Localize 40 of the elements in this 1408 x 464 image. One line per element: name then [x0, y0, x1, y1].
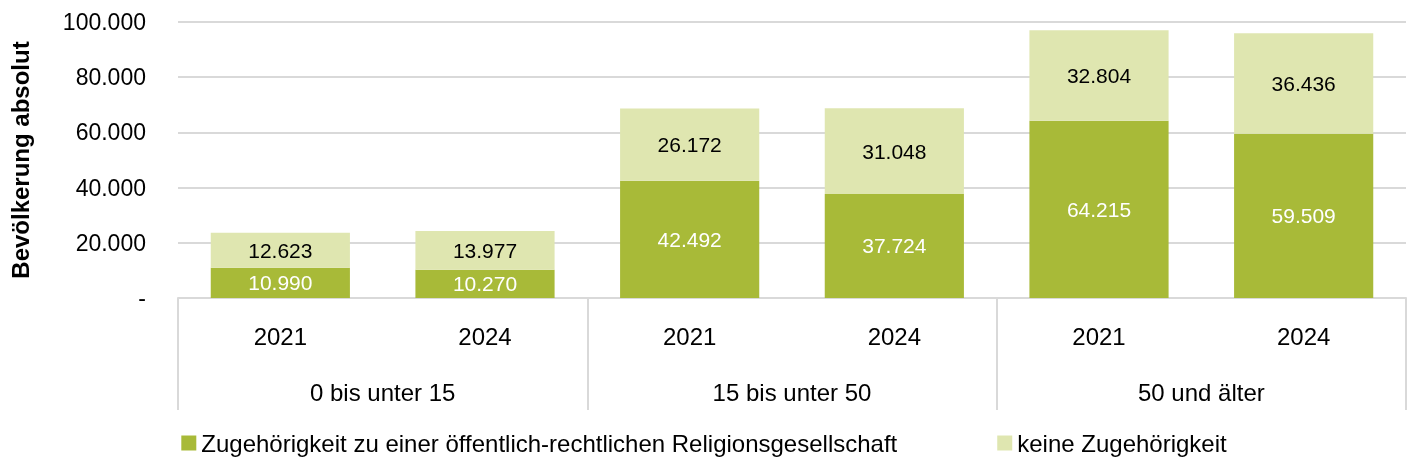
y-tick-label: 60.000	[75, 119, 146, 146]
bar	[1234, 133, 1374, 298]
legend-label: keine Zugehörigkeit	[1017, 429, 1228, 457]
x-tick-label: 2024	[867, 322, 922, 350]
bar	[415, 231, 555, 270]
y-axis-title: Bevölkerung absolut	[6, 41, 34, 279]
text: 15 bis unter 50	[712, 378, 872, 406]
x-tick-label: 2021	[1072, 322, 1126, 350]
y-tick-label: 80.000	[75, 64, 146, 91]
x-tick-label: 2024	[458, 322, 512, 350]
bar	[210, 232, 350, 268]
data-label: 10.990	[248, 271, 313, 295]
x-tick-label: 2021	[662, 322, 717, 350]
data-label: 64.215	[1066, 197, 1132, 221]
data-label: 42.492	[657, 227, 722, 251]
x-tick-label: 2021	[253, 322, 308, 350]
data-label: 32.804	[1066, 64, 1132, 87]
legend-label: Zugehörigkeit zu einer öffentlich-rechtlichen Religionsgesellschaft	[201, 429, 898, 457]
y-tick-label: 40.000	[75, 174, 146, 201]
data-label: 10.270	[452, 272, 518, 296]
bar	[1029, 120, 1169, 298]
data-label: 13.977	[452, 238, 518, 262]
bar	[824, 193, 964, 298]
bar	[824, 108, 964, 194]
data-label: 31.048	[862, 139, 927, 163]
data-label: 36.436	[1271, 71, 1336, 95]
y-tick-label: 100.000	[62, 9, 146, 35]
data-label: 26.172	[657, 133, 722, 157]
text: 0 bis unter 15	[309, 378, 456, 406]
data-label: 59.509	[1271, 204, 1336, 228]
bar	[1029, 30, 1169, 121]
y-tick-label: 20.000	[75, 229, 146, 256]
bar	[1234, 33, 1374, 134]
text: 50 und älter	[1137, 378, 1265, 406]
bar	[620, 180, 760, 298]
x-tick-label: 2024	[1276, 322, 1331, 350]
data-label: 12.623	[248, 238, 313, 262]
bar	[620, 108, 760, 181]
y-tick-label: -	[138, 285, 146, 311]
data-label: 37.724	[862, 234, 927, 258]
